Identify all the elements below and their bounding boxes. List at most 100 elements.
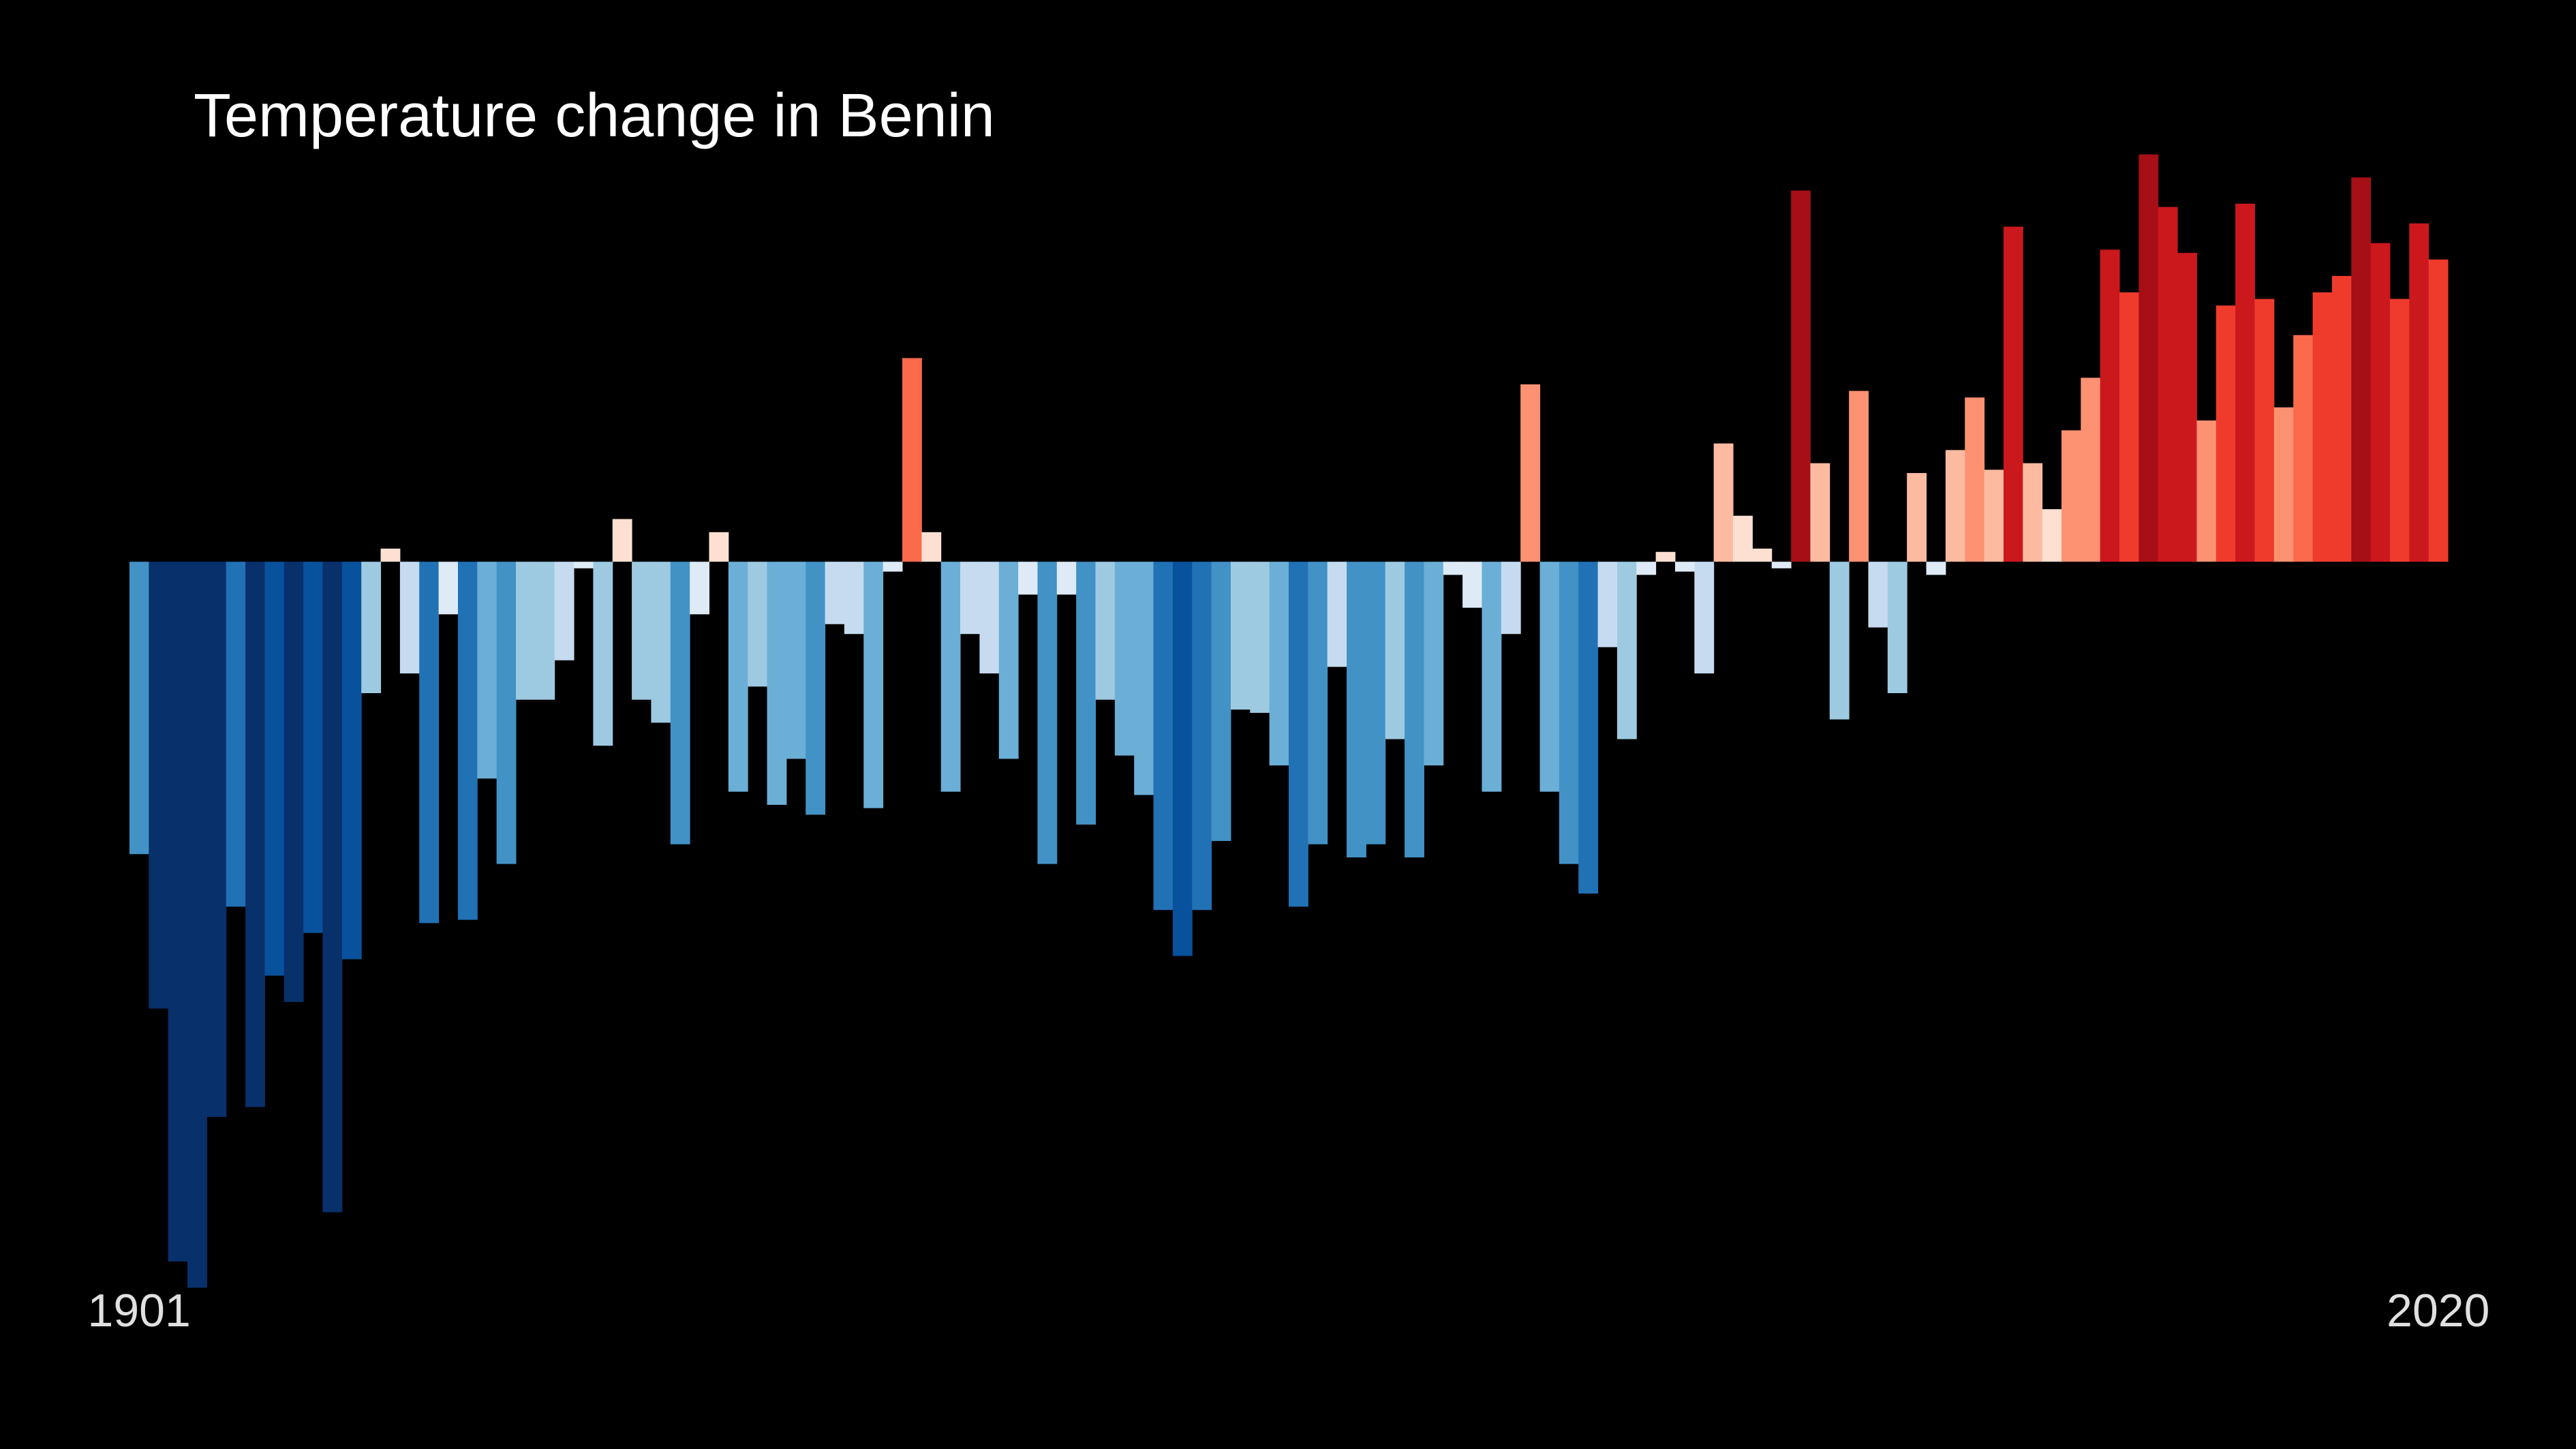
bar <box>767 562 787 805</box>
bar <box>748 562 768 687</box>
bar <box>245 562 265 1108</box>
x-start-label: 1901 <box>88 1285 191 1337</box>
bar <box>1366 562 1386 844</box>
bar <box>1616 562 1637 739</box>
bar <box>2158 207 2178 562</box>
bar <box>1945 450 1965 562</box>
bar <box>690 562 709 615</box>
bar <box>863 562 884 808</box>
bar <box>960 562 980 635</box>
bar <box>457 562 478 920</box>
bar <box>1405 562 1424 857</box>
bar <box>1424 562 1444 766</box>
bar <box>2370 243 2391 562</box>
bar <box>1230 562 1251 710</box>
bar <box>206 562 227 1117</box>
bar <box>1172 562 1193 956</box>
bar <box>651 562 671 723</box>
bar <box>264 562 285 976</box>
bar <box>361 562 382 693</box>
bar <box>612 519 632 562</box>
bar <box>998 562 1019 759</box>
bar <box>2428 259 2449 562</box>
bar <box>322 562 343 1212</box>
bar <box>1694 562 1715 674</box>
bar <box>1076 562 1096 825</box>
bar <box>1771 562 1792 568</box>
bar <box>883 562 903 572</box>
bar <box>2293 335 2314 562</box>
bar <box>1733 515 1753 562</box>
bar <box>2215 305 2236 562</box>
bar <box>2331 275 2352 562</box>
bar <box>1482 562 1502 792</box>
bar <box>1114 562 1135 756</box>
bar <box>593 562 613 746</box>
bar <box>1327 562 1347 667</box>
bar <box>1385 562 1405 739</box>
chart-title: Temperature change in Benin <box>194 82 995 150</box>
bar <box>2312 292 2333 562</box>
bar <box>1134 562 1154 795</box>
bar <box>2119 292 2139 562</box>
bar <box>1211 562 1231 841</box>
bar <box>1984 470 2004 562</box>
bar <box>940 562 961 792</box>
bar <box>399 562 420 674</box>
bar <box>516 562 536 700</box>
bar <box>1578 562 1599 894</box>
bar <box>902 358 922 562</box>
bar <box>129 562 149 855</box>
bar <box>2138 154 2159 562</box>
bar <box>844 562 864 635</box>
bar <box>1095 562 1116 700</box>
bar <box>1308 562 1328 844</box>
bar <box>2409 223 2429 562</box>
bar <box>632 562 651 700</box>
bar <box>303 562 323 933</box>
bar <box>1539 562 1560 792</box>
bar <box>2273 407 2294 562</box>
bar <box>2254 299 2275 562</box>
bar <box>1462 562 1482 608</box>
bar <box>535 562 555 700</box>
bar <box>226 562 246 907</box>
bar <box>1829 562 1850 720</box>
bars <box>129 154 2449 1288</box>
bar <box>1269 562 1289 766</box>
bar <box>283 562 304 1003</box>
bar <box>2003 226 2023 562</box>
bar <box>1018 562 1038 595</box>
x-end-label: 2020 <box>2387 1285 2489 1337</box>
bar <box>149 562 169 1009</box>
bar <box>1636 562 1657 575</box>
bar <box>2023 463 2043 562</box>
bar <box>168 562 188 1262</box>
bar <box>2196 420 2217 562</box>
bar <box>1713 443 1734 562</box>
bar <box>1907 473 1927 562</box>
bar <box>438 562 459 615</box>
bar <box>1250 562 1270 713</box>
bar <box>1926 562 1946 575</box>
bar <box>1791 190 1811 562</box>
bar <box>979 562 1000 674</box>
bar <box>1056 562 1077 595</box>
bar <box>1810 463 1830 562</box>
bar <box>1597 562 1618 647</box>
bar <box>341 562 362 960</box>
bar <box>2235 203 2255 562</box>
bar <box>2081 378 2101 562</box>
bar <box>1868 562 1888 628</box>
bar <box>380 548 401 562</box>
bar <box>2351 177 2372 562</box>
bar <box>574 562 594 568</box>
bar <box>1347 562 1366 857</box>
bar <box>2389 299 2410 562</box>
bar <box>786 562 806 759</box>
bar <box>1501 562 1521 635</box>
bar <box>1289 562 1308 907</box>
bar <box>1192 562 1212 911</box>
bar <box>728 562 748 792</box>
